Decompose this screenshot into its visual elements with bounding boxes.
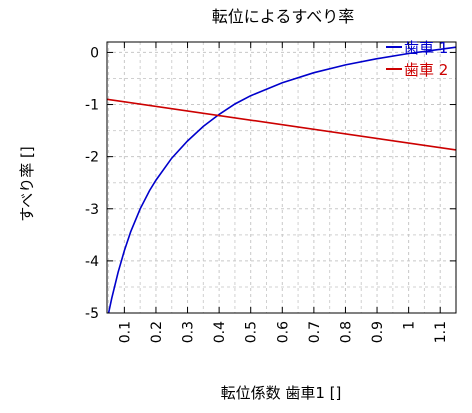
x-axis: 0.1 0.2 0.3 0.4 0.5 0.6 0.7 0.8 0.9 1 1.1 [117,42,449,343]
x-tick-label: 1.1 [433,321,449,343]
x-tick-label: 0.9 [370,321,386,343]
legend: 歯車 1 歯車 2 [386,39,448,79]
plot-frame [106,41,457,314]
x-tick-label: 1 [402,321,418,330]
legend-label-1: 歯車 1 [404,39,448,57]
chart-title: 転位によるすべり率 [212,7,354,26]
x-tick-label: 0.6 [275,321,291,343]
x-tick-label: 0.7 [307,321,323,343]
series-lines [106,46,457,314]
x-tick-label: 0.5 [244,321,260,343]
y-tick-label: -3 [85,202,99,218]
x-tick-label: 0.4 [212,321,228,343]
x-axis-label: 転位係数 歯車1 [] [221,384,342,402]
y-tick-label: -5 [85,306,99,322]
x-tick-label: 0.8 [338,321,354,343]
y-axis-label: すべり率 [] [18,146,36,221]
grid [107,42,456,314]
legend-label-2: 歯車 2 [404,61,448,79]
y-axis: 0 -1 -2 -3 -4 -5 [85,45,456,322]
x-tick-label: 0.2 [149,321,165,343]
series-line-1 [107,46,457,314]
x-tick-label: 0.1 [117,321,133,343]
x-tick-label: 0.3 [181,321,197,343]
y-tick-label: 0 [90,45,99,61]
y-tick-label: -1 [85,98,99,114]
y-tick-label: -2 [85,150,99,166]
series-line-2 [106,98,457,151]
y-tick-label: -4 [85,254,99,270]
